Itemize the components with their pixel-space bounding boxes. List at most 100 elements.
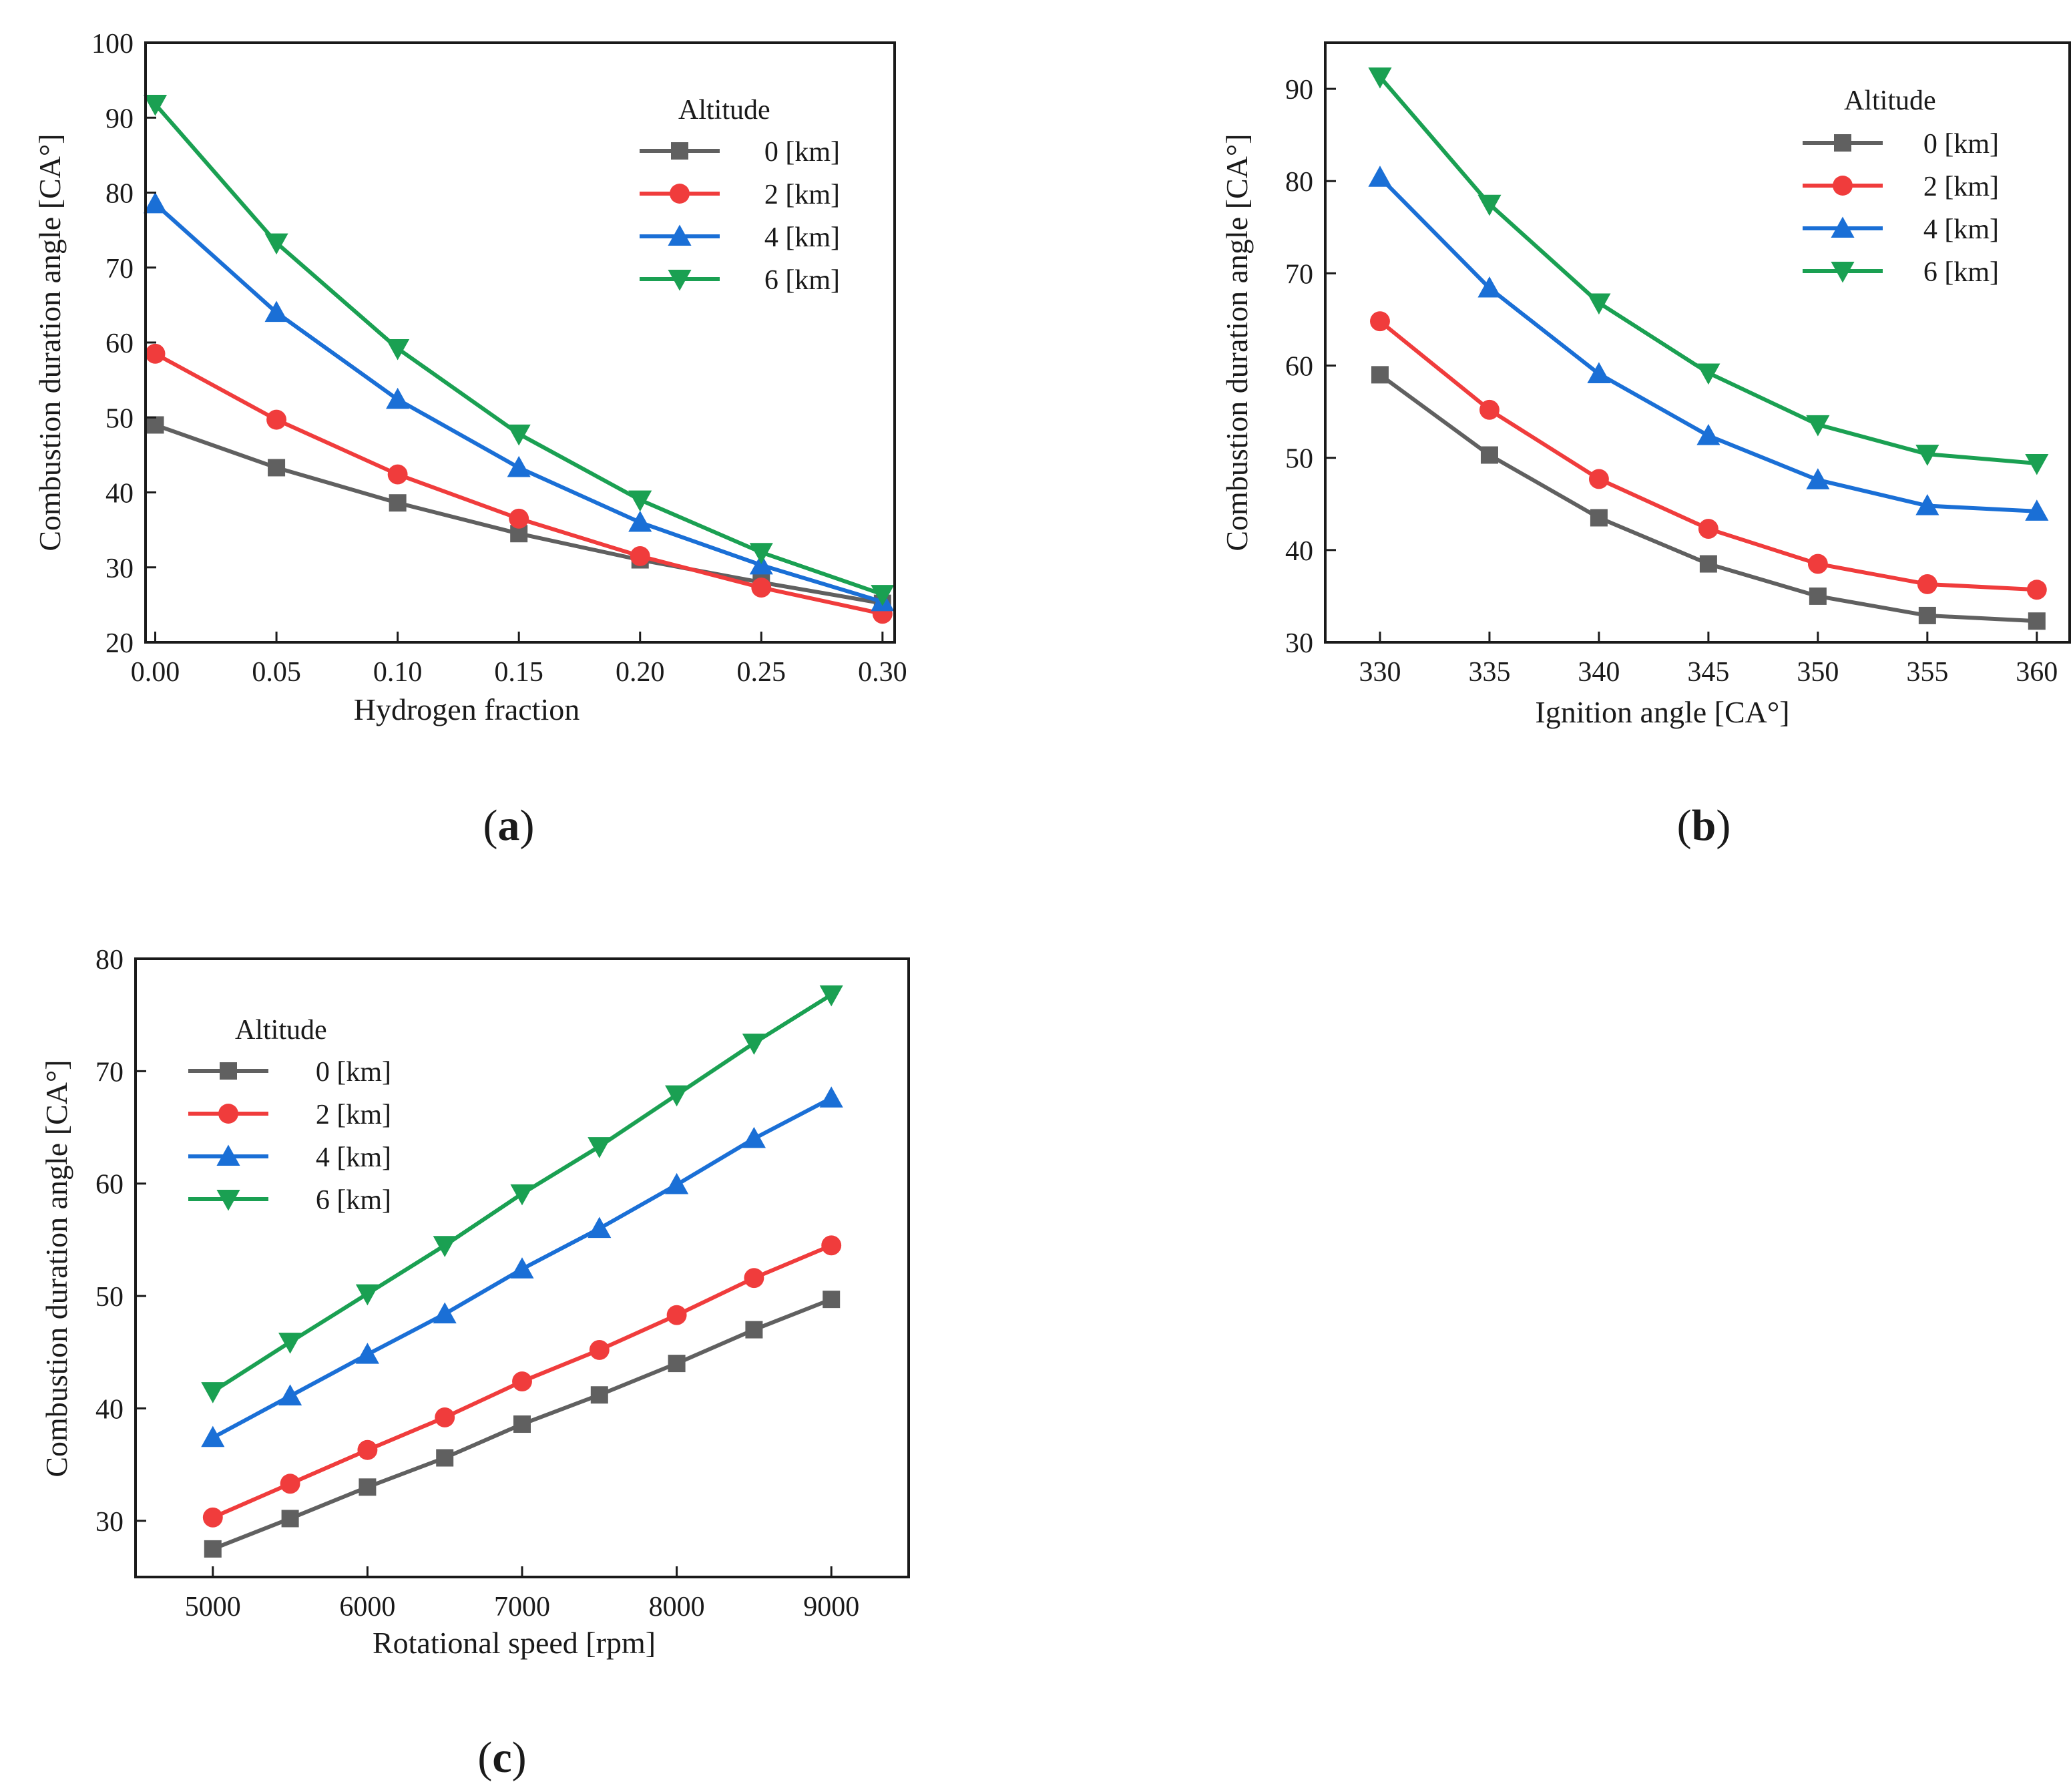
y-tick-label: 80 <box>1285 167 1313 198</box>
series-4-km-km <box>143 192 895 612</box>
x-tick-label: 8000 <box>649 1592 705 1622</box>
data-point <box>2026 580 2047 600</box>
legend-swatch-marker <box>216 1144 240 1166</box>
legend-label: 6 [km] <box>764 265 840 296</box>
y-tick-label: 80 <box>95 945 124 975</box>
series-4-km-km <box>201 1086 843 1447</box>
legend-swatch-marker <box>670 184 690 204</box>
data-point <box>589 1339 610 1360</box>
y-tick-label: 50 <box>105 403 134 434</box>
y-tick-label: 30 <box>95 1507 124 1538</box>
y-tick-label: 70 <box>95 1057 124 1088</box>
data-point <box>146 416 164 434</box>
panel-a-chart: 0.00 0.05 0.10 0.15 0.20 0.25 0.30 20 30 40 50 60 70… <box>33 29 907 850</box>
plot-frame <box>1324 41 2071 644</box>
x-tick-label: 360 <box>2016 657 2058 688</box>
data-point <box>1696 423 1720 445</box>
x-axis-title: Hydrogen fraction <box>354 692 580 726</box>
data-point <box>436 1449 454 1467</box>
legend-swatch-marker <box>1831 216 1855 238</box>
data-point <box>355 1343 379 1364</box>
y-axis-title: Combustion duration angle [CA°] <box>1220 134 1254 551</box>
y-tick-label: 90 <box>1285 75 1313 105</box>
data-point <box>510 1184 534 1206</box>
legend-entry: 4 [km] <box>640 222 840 253</box>
y-tick-label: 70 <box>1285 259 1313 290</box>
legend-entry: 2 [km] <box>640 180 840 210</box>
y-tick-label: 60 <box>105 328 134 359</box>
legend-label: 6 [km] <box>1923 257 1999 288</box>
x-tick-label: 0.30 <box>858 657 907 688</box>
data-point <box>751 578 772 598</box>
x-tick-label: 9000 <box>803 1592 859 1622</box>
legend-swatch-marker <box>1834 134 1851 152</box>
data-point <box>819 1086 843 1108</box>
data-point <box>665 1172 689 1194</box>
data-point <box>509 508 529 529</box>
data-point <box>2025 499 2049 521</box>
data-point <box>386 339 410 361</box>
data-point <box>201 1382 225 1403</box>
legend-label: 4 [km] <box>764 222 840 253</box>
legend-entry: 4 [km] <box>188 1142 391 1173</box>
data-point <box>266 409 287 430</box>
data-point <box>823 1291 841 1309</box>
data-point <box>668 1355 686 1373</box>
data-point <box>1587 293 1611 315</box>
x-tick-label: 6000 <box>339 1592 395 1622</box>
data-point <box>507 455 531 477</box>
data-point <box>2028 612 2046 630</box>
legend-entry: 2 [km] <box>188 1100 391 1130</box>
data-point <box>355 1284 379 1306</box>
y-tick-label: 30 <box>105 553 134 584</box>
legend-swatch-marker <box>218 1104 238 1124</box>
data-point <box>590 1386 608 1404</box>
data-point <box>819 985 843 1007</box>
data-point <box>387 464 408 485</box>
data-point <box>630 545 650 566</box>
data-point <box>145 343 166 364</box>
legend-label: 0 [km] <box>764 137 840 168</box>
x-tick-label: 5000 <box>185 1592 241 1622</box>
data-point <box>1699 555 1717 573</box>
legend-label: 0 [km] <box>1923 129 1999 160</box>
legend-label: 2 [km] <box>316 1100 391 1130</box>
data-point <box>507 424 531 446</box>
legend-swatch-marker <box>220 1062 237 1080</box>
data-point <box>202 1507 223 1528</box>
legend-label: 0 [km] <box>316 1057 391 1088</box>
data-point <box>201 1425 225 1447</box>
data-point <box>1368 67 1392 89</box>
legend-swatch-marker <box>1833 176 1853 196</box>
data-point <box>1370 311 1390 332</box>
y-tick-label: 40 <box>95 1394 124 1425</box>
y-tick-label: 30 <box>1285 628 1313 659</box>
data-point <box>745 1321 763 1339</box>
data-point <box>1587 362 1611 384</box>
data-point <box>1918 606 1936 624</box>
series-6-km-km <box>201 985 843 1403</box>
y-tick-label: 60 <box>95 1170 124 1200</box>
panel-label-b: (b) <box>1677 801 1731 850</box>
data-point <box>389 494 407 512</box>
data-point <box>143 95 168 116</box>
y-tick-label: 50 <box>1285 444 1313 475</box>
data-point <box>1371 366 1389 384</box>
series-2-km-km <box>145 343 893 624</box>
data-point <box>433 1236 457 1257</box>
series-line <box>154 352 883 616</box>
x-tick-label: 7000 <box>494 1592 550 1622</box>
series-6-km-km <box>143 95 895 606</box>
series-6-km-km <box>1368 67 2049 475</box>
data-point <box>359 1478 377 1496</box>
data-point <box>744 1268 764 1289</box>
data-point <box>666 1305 687 1325</box>
series-4-km-km <box>1368 166 2049 521</box>
series-0-km-km <box>204 1291 841 1558</box>
legend-label: 2 [km] <box>764 180 840 210</box>
x-tick-label: 355 <box>1906 657 1948 688</box>
data-point <box>1588 469 1609 489</box>
y-axis-title: Combustion duration angle [CA°] <box>33 134 67 551</box>
y-tick-label: 60 <box>1285 352 1313 383</box>
